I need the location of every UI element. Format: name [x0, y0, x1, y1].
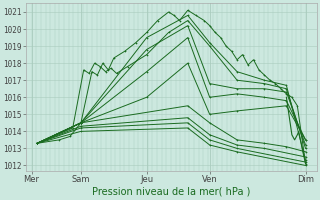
X-axis label: Pression niveau de la mer( hPa ): Pression niveau de la mer( hPa ): [92, 187, 251, 197]
